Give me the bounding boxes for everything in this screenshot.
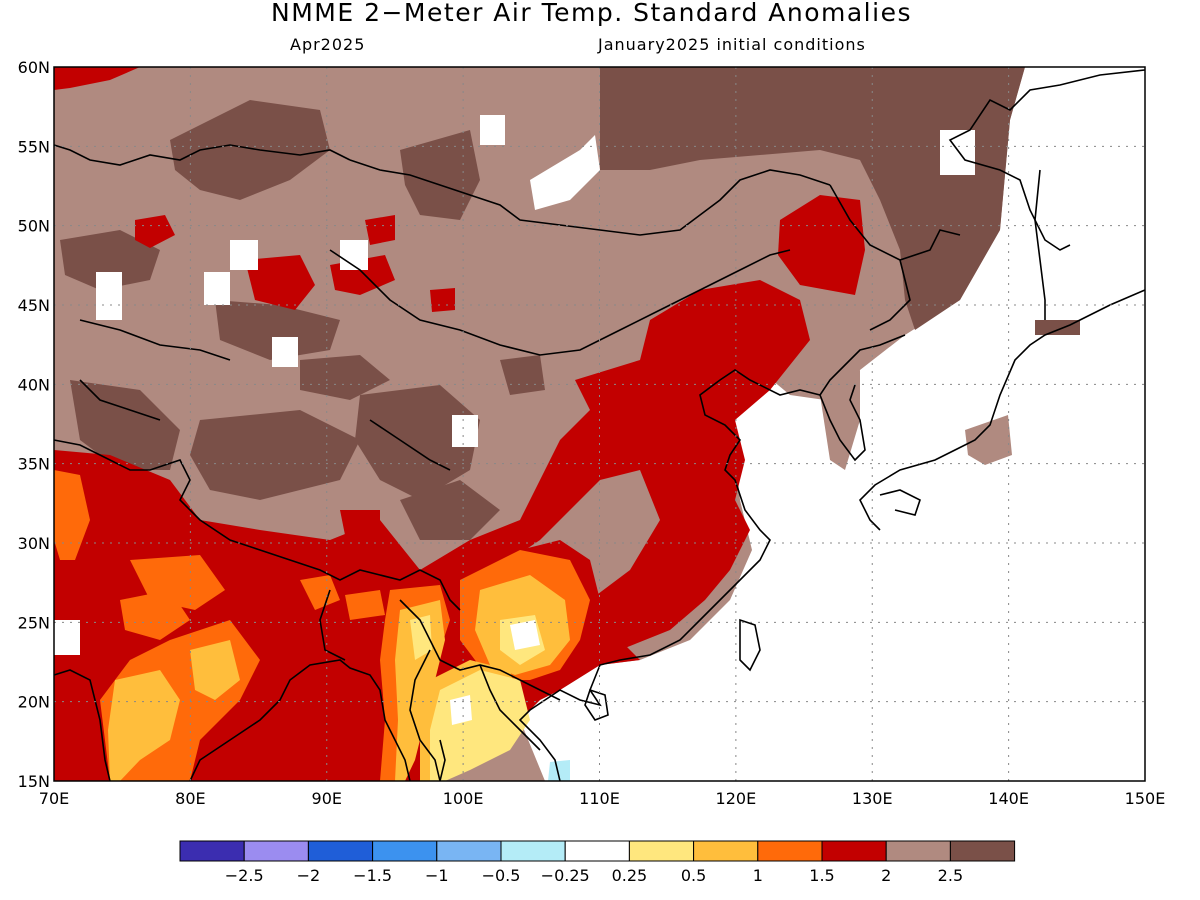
colorbar: −2.5 −2 −1.5 −1 −0.5 −0.25 0.25 0.5 1 1.5 2 2.5 <box>179 840 1016 885</box>
lon-tick-label: 100E <box>443 789 484 808</box>
colorbar-swatch <box>949 840 1016 862</box>
lon-tick-label: 120E <box>716 789 757 808</box>
colorbar-swatch <box>564 840 630 862</box>
latitude-labels: 60N 55N 50N 45N 40N 35N 30N 25N 20N 15N <box>18 58 50 791</box>
lat-tick-label: 55N <box>18 137 50 156</box>
coastlines <box>53 69 1146 782</box>
colorbar-swatch <box>372 840 438 862</box>
colorbar-label: −2 <box>297 866 321 885</box>
colorbar-label: 2.5 <box>938 866 963 885</box>
colorbar-label: 1.5 <box>809 866 834 885</box>
graticule <box>54 67 1145 781</box>
colorbar-label: −1 <box>425 866 449 885</box>
lon-tick-label: 140E <box>988 789 1029 808</box>
colorbar-label: −2.5 <box>225 866 264 885</box>
colorbar-label: 2 <box>881 866 891 885</box>
lon-tick-label: 90E <box>312 789 342 808</box>
lon-tick-label: 150E <box>1125 789 1166 808</box>
colorbar-swatch <box>757 840 823 862</box>
lat-tick-label: 35N <box>18 455 50 474</box>
colorbar-label: 0.25 <box>612 866 648 885</box>
lon-tick-label: 70E <box>39 789 69 808</box>
lat-tick-label: 30N <box>18 534 50 553</box>
lon-tick-label: 130E <box>852 789 893 808</box>
colorbar-label: −0.25 <box>541 866 590 885</box>
longitude-labels: 70E 80E 90E 100E 110E 120E 130E 140E 150E <box>39 789 1166 808</box>
colorbar-swatch <box>693 840 759 862</box>
colorbar-label: 0.5 <box>681 866 706 885</box>
colorbar-swatch <box>885 840 951 862</box>
colorbar-swatch <box>179 840 245 862</box>
lat-tick-label: 45N <box>18 296 50 315</box>
colorbar-label: −0.5 <box>482 866 521 885</box>
map-title: NMME 2−Meter Air Temp. Standard Anomalie… <box>271 0 912 27</box>
lat-tick-label: 25N <box>18 613 50 632</box>
lat-tick-label: 20N <box>18 693 50 712</box>
colorbar-swatch <box>243 840 309 862</box>
lon-tick-label: 110E <box>579 789 620 808</box>
colorbar-label: 1 <box>753 866 763 885</box>
colorbar-swatch <box>628 840 695 862</box>
anomaly-field <box>54 67 1145 781</box>
colorbar-swatch <box>500 840 566 862</box>
map-frame <box>53 66 1146 782</box>
colorbar-label: −1.5 <box>353 866 392 885</box>
lat-tick-label: 40N <box>18 375 50 394</box>
lat-tick-label: 60N <box>18 58 50 77</box>
lat-tick-label: 50N <box>18 217 50 236</box>
colorbar-swatch <box>821 840 887 862</box>
lon-tick-label: 80E <box>175 789 205 808</box>
initial-conditions: January2025 initial conditions <box>598 35 866 54</box>
colorbar-swatch <box>307 840 374 862</box>
colorbar-swatch <box>436 840 502 862</box>
lat-tick-label: 15N <box>18 772 50 791</box>
forecast-month: Apr2025 <box>290 35 366 54</box>
